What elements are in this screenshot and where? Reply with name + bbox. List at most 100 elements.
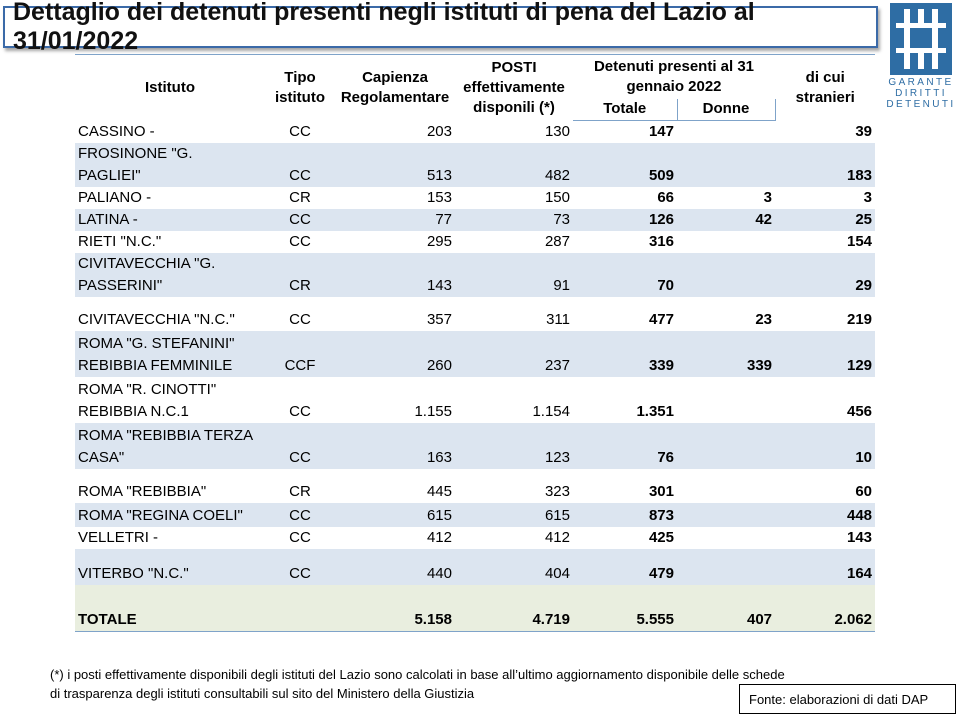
cell-capienza: 357 — [426, 311, 452, 328]
table-row: LATINA - CC 77 73 126 42 25 — [75, 209, 876, 231]
table-row: ROMA "G. STEFANINI" REBIBBIA FEMMINILE CCF… — [75, 331, 876, 377]
cell-tipo: CR — [289, 189, 311, 206]
table-row: VELLETRI - CC 412 412 425 143 — [75, 527, 875, 549]
cell-posti: 73 — [455, 209, 573, 231]
cell-totale: 1.351 — [636, 403, 674, 420]
page-title-text: Dettaglio dei detenuti presenti negli is… — [13, 0, 755, 55]
cell-donne — [677, 143, 776, 187]
cell-istituto: RIETI "N.C." — [75, 231, 265, 253]
cell-stranieri: 10 — [775, 423, 876, 469]
istituto-name-line-1: ROMA "G. STEFANINI" — [78, 335, 235, 352]
cell-stranieri: 183 — [775, 143, 876, 187]
cell-totale: 66 — [657, 189, 674, 206]
cell-tipo: CR — [265, 253, 335, 297]
cell-donne: 339 — [677, 331, 776, 377]
istituto-name-line-2: PAGLIEI" — [78, 167, 141, 184]
cell-totale: 301 — [648, 483, 674, 500]
cell-capienza: 163 — [335, 423, 455, 469]
table-row: ROMA "REBIBBIA TERZA CASA" CC 163 123 76 10 — [75, 423, 876, 469]
cell-totale: 477 — [648, 311, 674, 328]
cell-donne — [677, 423, 776, 469]
table-row: FROSINONE "G. PAGLIEI" CC 513 482 509 183 — [75, 143, 876, 187]
table-row: ROMA "REBIBBIA" CR 445 323 301 60 — [75, 469, 875, 503]
footnote-line-1: (*) i posti effettivamente disponibili d… — [50, 667, 785, 682]
cell-istituto: ROMA "REBIBBIA" — [75, 469, 265, 503]
cell-donne — [677, 377, 775, 423]
istituto-name-line-1: VELLETRI - — [78, 529, 159, 546]
cell-tipo: CC — [265, 143, 335, 187]
cell-stranieri: 164 — [775, 549, 876, 585]
istituto-name-line-1: ROMA "REBIBBIA" — [78, 483, 207, 500]
logo-text-diritti: DIRITTI — [895, 88, 947, 99]
istituto-name-line-1: CASSINO - — [78, 123, 155, 140]
cell-stranieri: 143 — [846, 529, 873, 546]
cell-istituto: VELLETRI - — [75, 527, 265, 549]
header-tipo: Tipo istituto — [275, 68, 325, 106]
total-donne: 407 — [677, 585, 776, 632]
istituto-name-line-1: LATINA - — [78, 211, 138, 228]
table-row: ROMA "R. CINOTTI" REBIBBIA N.C.1 CC 1.155 1.… — [75, 377, 875, 423]
cell-posti: 615 — [455, 503, 573, 527]
istituto-name-line-1: ROMA "R. CINOTTI" — [78, 381, 217, 398]
table-body: CASSINO - CC 203 130 147 39 FROSINONE "G. PAGLI… — [75, 121, 876, 632]
istituto-name-line-1: PALIANO - — [78, 189, 152, 206]
cell-capienza: 77 — [335, 209, 455, 231]
cell-stranieri: 154 — [846, 233, 873, 250]
cell-donne — [677, 231, 775, 253]
cell-stranieri: 219 — [846, 311, 873, 328]
cell-stranieri: 129 — [775, 331, 876, 377]
cell-donne: 23 — [755, 311, 773, 328]
cell-stranieri: 3 — [863, 189, 873, 206]
cell-capienza: 445 — [426, 483, 452, 500]
cell-totale: 509 — [573, 143, 677, 187]
cell-tipo: CC — [289, 233, 311, 250]
garante-logo-icon — [890, 3, 952, 75]
page-title: Dettaglio dei detenuti presenti negli is… — [3, 0, 878, 55]
cell-istituto: VITERBO "N.C." — [75, 549, 265, 585]
cell-istituto: CIVITAVECCHIA "N.C." — [75, 297, 265, 331]
cell-posti: 311 — [546, 311, 570, 328]
cell-posti: 412 — [544, 529, 570, 546]
total-capienza: 5.158 — [335, 585, 455, 632]
cell-stranieri: 29 — [775, 253, 876, 297]
cell-tipo: CC — [265, 423, 335, 469]
header-detenuti: Detenuti presenti al 31 gennaio 2022 — [593, 57, 755, 95]
istituto-name-line-1: ROMA "REBIBBIA TERZA — [78, 427, 254, 444]
header-posti: POSTI effettivamente disponili (*) — [463, 58, 565, 116]
table-row: CASSINO - CC 203 130 147 39 — [75, 121, 875, 144]
cell-totale: 316 — [648, 233, 674, 250]
cell-stranieri: 39 — [855, 123, 873, 140]
istituto-name-line-1: ROMA "REGINA COELI" — [78, 507, 243, 524]
header-capienza: Capienza Regolamentare — [340, 68, 450, 106]
cell-stranieri: 60 — [855, 483, 873, 500]
cell-capienza: 295 — [426, 233, 452, 250]
cell-totale: 873 — [573, 503, 677, 527]
cell-donne — [677, 253, 776, 297]
cell-posti: 150 — [544, 189, 570, 206]
garante-logo: GARANTE DIRITTI DETENUTI — [882, 3, 960, 111]
footnote-line-2: di trasparenza degli istituti consultabi… — [50, 686, 475, 701]
cell-posti: 404 — [455, 549, 573, 585]
cell-tipo: CC — [265, 503, 335, 527]
source-box: Fonte: elaborazioni di dati DAP — [739, 684, 956, 714]
istituto-name-line-1: CIVITAVECCHIA "G. — [78, 255, 216, 272]
cell-posti: 130 — [544, 123, 570, 140]
total-label: TOTALE — [75, 585, 265, 632]
cell-istituto: FROSINONE "G. PAGLIEI" — [75, 143, 265, 187]
istituto-name-line-1: CIVITAVECCHIA "N.C." — [78, 311, 235, 328]
cell-istituto: ROMA "R. CINOTTI" REBIBBIA N.C.1 — [75, 377, 265, 423]
cell-istituto: CIVITAVECCHIA "G. PASSERINI" — [75, 253, 265, 297]
istituto-name-line-2: PASSERINI" — [78, 277, 163, 294]
cell-tipo: CC — [289, 529, 311, 546]
cell-donne: 3 — [763, 189, 773, 206]
header-donne: Donne — [676, 98, 776, 121]
logo-text-detenuti: DETENUTI — [886, 99, 956, 110]
cell-posti: 287 — [544, 233, 570, 250]
cell-tipo: CR — [289, 483, 311, 500]
cell-totale: 76 — [573, 423, 677, 469]
total-posti: 4.719 — [455, 585, 573, 632]
cell-totale: 339 — [573, 331, 677, 377]
cell-totale: 70 — [573, 253, 677, 297]
cell-totale: 425 — [648, 529, 674, 546]
cell-istituto: LATINA - — [75, 209, 265, 231]
